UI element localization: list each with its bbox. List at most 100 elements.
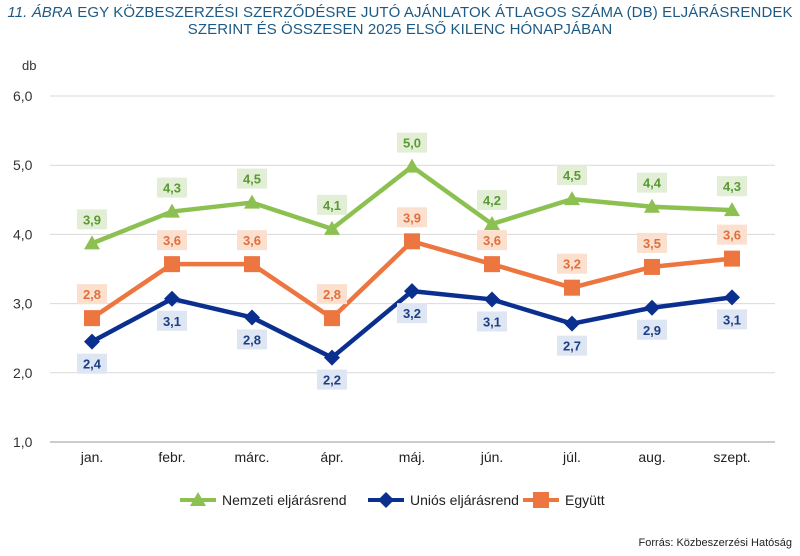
y-tick-label: 1,0 [13,434,33,450]
series-2-marker [484,291,500,308]
series-1-line [89,164,735,246]
series-3-marker [724,250,740,267]
series-1-marker [484,216,500,231]
series-1-data-label-box [557,165,587,186]
series-2-data-label-box [637,319,667,340]
series-2-data-label: 3,1 [163,314,181,329]
x-tick-label: ápr. [320,449,343,465]
chart-title: 11. ÁBRA EGY KÖZBESZERZÉSI SZERZŐDÉSRE J… [0,4,800,38]
series-2-data-label-box [77,353,107,374]
series-1-marker [164,203,180,218]
series-2-marker [404,283,420,300]
series-1-marker [404,158,420,173]
series-1-data-label-box [637,172,667,193]
series-1-marker [564,191,580,206]
series-2-data-label-box [717,309,747,330]
series-3-marker [164,256,180,273]
series-3-marker [404,233,420,250]
series-3-data-label-box [237,230,267,251]
y-tick-label: 5,0 [13,157,33,173]
series-3-marker [564,279,580,296]
x-tick-label: júl. [562,449,581,465]
title-line-1: EGY KÖZBESZERZÉSI SZERZŐDÉSRE JUTÓ AJÁNL… [77,4,793,21]
y-tick-label: 3,0 [13,296,33,312]
series-2-data-label: 3,2 [403,306,421,321]
series-2-line [89,288,735,360]
series-2-data-label: 2,7 [563,339,581,354]
series-2-data-label: 2,9 [643,323,661,338]
x-tick-label: jan. [80,449,104,465]
x-tick-label: márc. [235,449,270,465]
series-2-data-label: 3,1 [483,314,501,329]
series-1-data-label: 4,5 [563,168,581,183]
series-2-marker [564,315,580,332]
series-1-data-label: 3,9 [83,212,101,227]
series-3-data-label: 2,8 [323,287,341,302]
y-tick-label: 2,0 [13,365,33,381]
series-3-data-label-box [77,284,107,305]
series-1-data-label-box [77,209,107,230]
x-tick-label: aug. [638,449,665,465]
series-3-marker [484,256,500,273]
series-2-data-label-box [397,303,427,324]
series-2-data-label-box [157,310,187,331]
x-tick-label: szept. [713,449,750,465]
series-1-data-label: 4,1 [323,198,341,213]
series-1-marker [724,202,740,217]
legend-marker [190,492,206,506]
legend-label: Nemzeti eljárásrend [222,492,347,508]
series-2-data-label: 2,4 [83,357,102,372]
series-1-data-label-box [717,176,747,197]
series-2-data-label-box [557,335,587,356]
series-1-data-label-box [397,132,427,153]
x-tick-label: febr. [158,449,185,465]
series-3-data-label-box [717,224,747,245]
series-1-data-label-box [237,168,267,189]
series-3-data-label-box [397,207,427,228]
y-tick-label: 6,0 [13,88,33,104]
figure-label: 11. ÁBRA [7,4,73,21]
legend-label: Együtt [565,492,605,508]
series-1-data-label: 4,5 [243,172,261,187]
series-2-data-label: 3,1 [723,312,741,327]
series-2-data-label-box [477,311,507,332]
series-2-marker [244,309,260,326]
series-1-marker [84,235,100,250]
series-3-data-label-box [557,253,587,274]
series-3-data-label: 3,6 [163,233,181,248]
series-1-data-label-box [157,177,187,198]
series-3-data-label-box [477,230,507,251]
series-2-data-label-box [317,369,347,390]
series-1-data-label: 5,0 [403,136,421,151]
series-2-data-label: 2,2 [323,373,341,388]
series-2-marker [164,290,180,307]
series-3-data-label: 3,2 [563,257,581,272]
series-1-marker [324,220,340,235]
series-1-data-label: 4,4 [643,176,662,191]
y-tick-label: 4,0 [13,226,33,242]
series-2-marker [84,333,100,350]
series-3-data-label: 3,6 [243,233,261,248]
series-2-data-label-box [237,329,267,350]
series-1-marker [244,194,260,209]
series-1-data-label-box [317,194,347,215]
series-2-data-label: 2,8 [243,332,261,347]
title-line-2: SZERINT ÉS ÖSSZESEN 2025 ELSŐ KILENC HÓN… [187,21,613,38]
series-3-data-label: 3,6 [483,233,501,248]
series-1-data-label: 4,2 [483,193,501,208]
series-2-marker [644,299,660,316]
legend-marker [378,492,394,508]
series-3-marker [84,310,100,327]
y-axis-unit-label: db [22,58,36,73]
legend-marker [533,492,549,508]
series-1-data-label: 4,3 [723,179,741,194]
series-3-data-label: 3,5 [643,236,661,251]
series-3-marker [244,256,260,273]
series-3-marker [324,310,340,327]
legend-label: Uniós eljárásrend [410,492,519,508]
series-3-data-label-box [637,232,667,253]
series-3-data-label: 2,8 [83,287,101,302]
series-1-data-label-box [477,190,507,211]
series-3-data-label: 3,9 [403,210,421,225]
